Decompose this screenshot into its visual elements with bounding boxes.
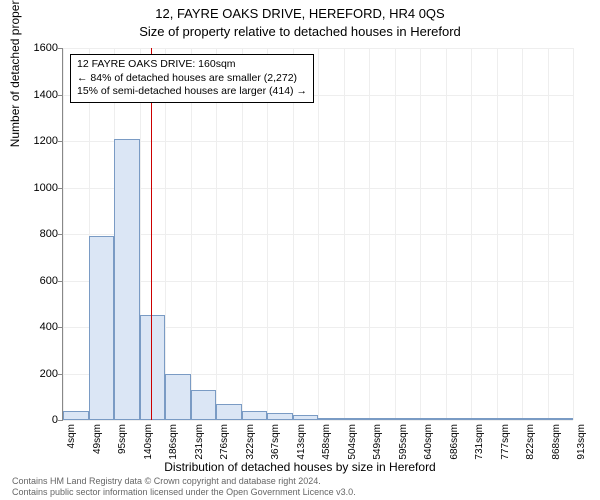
gridline-v <box>191 48 192 420</box>
y-tick-label: 0 <box>18 414 58 426</box>
histogram-bar <box>242 411 268 420</box>
y-tick-mark <box>58 281 62 282</box>
y-tick-label: 1000 <box>18 182 58 194</box>
histogram-bar <box>140 315 166 420</box>
histogram-bar <box>293 415 319 420</box>
x-tick-label: 276sqm <box>219 424 230 464</box>
histogram-bar <box>522 418 548 420</box>
y-tick-mark <box>58 234 62 235</box>
gridline-v <box>395 48 396 420</box>
gridline-v <box>471 48 472 420</box>
x-tick-label: 95sqm <box>117 424 128 464</box>
annotation-line2: ← 84% of detached houses are smaller (2,… <box>77 72 307 86</box>
x-tick-label: 367sqm <box>270 424 281 464</box>
histogram-bar <box>165 374 191 421</box>
x-tick-label: 913sqm <box>576 424 587 464</box>
gridline-v <box>573 48 574 420</box>
chart-container: 12, FAYRE OAKS DRIVE, HEREFORD, HR4 0QS … <box>0 0 600 500</box>
y-tick-mark <box>58 374 62 375</box>
plot-area <box>62 48 573 421</box>
x-tick-label: 595sqm <box>398 424 409 464</box>
x-tick-label: 4sqm <box>66 424 77 464</box>
histogram-bar <box>191 390 217 420</box>
gridline-v <box>497 48 498 420</box>
footer-line2: Contains public sector information licen… <box>12 487 356 498</box>
x-tick-label: 686sqm <box>449 424 460 464</box>
histogram-bar <box>216 404 242 420</box>
histogram-bar <box>395 418 421 420</box>
histogram-bar <box>63 411 89 420</box>
x-tick-label: 822sqm <box>525 424 536 464</box>
x-tick-label: 504sqm <box>347 424 358 464</box>
x-tick-label: 868sqm <box>551 424 562 464</box>
x-tick-label: 458sqm <box>321 424 332 464</box>
histogram-bar <box>267 413 293 420</box>
property-marker-line <box>151 48 152 420</box>
y-axis-label: Number of detached properties <box>8 0 22 147</box>
y-tick-mark <box>58 188 62 189</box>
y-tick-label: 1200 <box>18 135 58 147</box>
x-tick-label: 777sqm <box>500 424 511 464</box>
gridline-v <box>267 48 268 420</box>
y-tick-mark <box>58 420 62 421</box>
histogram-bar <box>471 418 497 420</box>
y-tick-label: 1600 <box>18 42 58 54</box>
x-tick-label: 231sqm <box>194 424 205 464</box>
gridline-v <box>446 48 447 420</box>
gridline-v <box>165 48 166 420</box>
x-tick-label: 640sqm <box>423 424 434 464</box>
x-tick-label: 49sqm <box>92 424 103 464</box>
y-tick-label: 400 <box>18 321 58 333</box>
y-tick-label: 600 <box>18 275 58 287</box>
y-tick-mark <box>58 95 62 96</box>
histogram-bar <box>548 418 574 420</box>
gridline-h <box>63 420 573 421</box>
y-tick-mark <box>58 327 62 328</box>
histogram-bar <box>369 418 395 420</box>
gridline-v <box>242 48 243 420</box>
histogram-bar <box>318 418 344 420</box>
gridline-v <box>420 48 421 420</box>
annotation-line1: 12 FAYRE OAKS DRIVE: 160sqm <box>77 58 307 72</box>
x-tick-label: 549sqm <box>372 424 383 464</box>
histogram-bar <box>344 418 370 420</box>
y-tick-mark <box>58 48 62 49</box>
histogram-bar <box>497 418 523 420</box>
gridline-v <box>293 48 294 420</box>
histogram-bar <box>420 418 446 420</box>
histogram-bar <box>446 418 472 420</box>
annotation-line3: 15% of semi-detached houses are larger (… <box>77 85 307 99</box>
y-tick-label: 200 <box>18 368 58 380</box>
histogram-bar <box>114 139 140 420</box>
gridline-v <box>369 48 370 420</box>
x-tick-label: 731sqm <box>474 424 485 464</box>
y-tick-label: 800 <box>18 228 58 240</box>
chart-title-subtitle: Size of property relative to detached ho… <box>0 24 600 39</box>
y-tick-label: 1400 <box>18 89 58 101</box>
gridline-v <box>344 48 345 420</box>
gridline-v <box>318 48 319 420</box>
x-tick-label: 186sqm <box>168 424 179 464</box>
gridline-v <box>63 48 64 420</box>
x-tick-label: 322sqm <box>245 424 256 464</box>
histogram-bar <box>89 236 115 420</box>
gridline-v <box>216 48 217 420</box>
x-tick-label: 140sqm <box>143 424 154 464</box>
annotation-box: 12 FAYRE OAKS DRIVE: 160sqm← 84% of deta… <box>70 54 314 103</box>
y-tick-mark <box>58 141 62 142</box>
footer-line1: Contains HM Land Registry data © Crown c… <box>12 476 356 487</box>
gridline-v <box>522 48 523 420</box>
gridline-v <box>548 48 549 420</box>
chart-title-address: 12, FAYRE OAKS DRIVE, HEREFORD, HR4 0QS <box>0 6 600 21</box>
footer-attribution: Contains HM Land Registry data © Crown c… <box>12 476 356 498</box>
x-tick-label: 413sqm <box>296 424 307 464</box>
